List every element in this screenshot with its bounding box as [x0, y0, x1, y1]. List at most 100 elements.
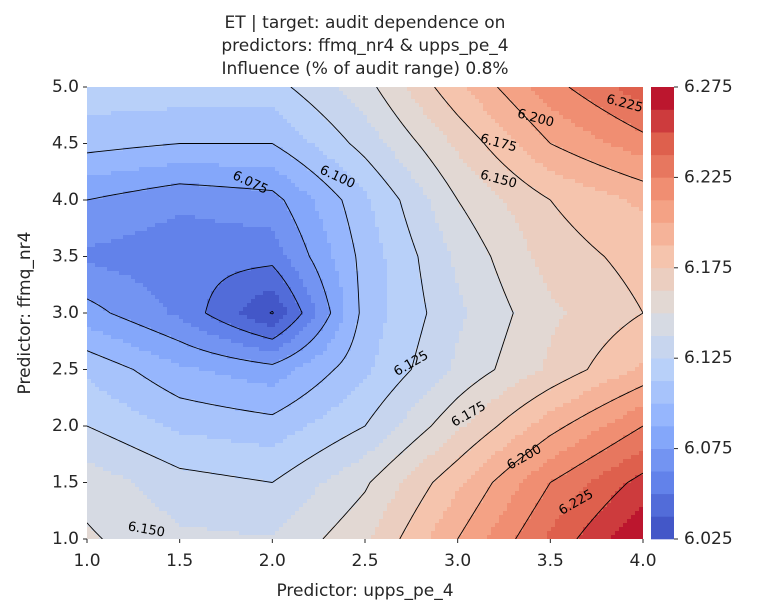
contour-fill-cell — [119, 203, 124, 208]
contour-fill-cell — [535, 227, 540, 232]
contour-fill-cell — [103, 107, 108, 112]
contour-fill-cell — [467, 195, 472, 200]
contour-fill-cell — [159, 135, 164, 140]
contour-fill-cell — [591, 175, 596, 180]
contour-fill-cell — [95, 103, 100, 108]
contour-fill-cell — [303, 135, 308, 140]
contour-fill-cell — [119, 143, 124, 148]
contour-fill-cell — [119, 167, 124, 172]
contour-fill-cell — [199, 151, 204, 156]
contour-fill-cell — [639, 211, 643, 216]
contour-fill-cell — [563, 155, 568, 160]
contour-fill-cell — [283, 127, 288, 132]
contour-fill-cell — [283, 195, 288, 200]
contour-fill-cell — [159, 103, 164, 108]
contour-fill-cell — [267, 155, 272, 160]
contour-fill-cell — [551, 171, 556, 176]
contour-fill-cell — [619, 135, 624, 140]
contour-fill-cell — [587, 211, 592, 216]
contour-fill-cell — [555, 203, 560, 208]
contour-fill-cell — [411, 203, 416, 208]
contour-fill-cell — [143, 199, 148, 204]
contour-fill-cell — [431, 163, 436, 168]
contour-fill-cell — [243, 163, 248, 168]
contour-fill-cell — [411, 91, 416, 96]
contour-fill-cell — [123, 179, 128, 184]
contour-fill-cell — [359, 139, 364, 144]
contour-fill-cell — [463, 191, 468, 196]
contour-fill-cell — [275, 203, 280, 208]
contour-fill-cell — [495, 179, 500, 184]
contour-fill-cell — [587, 135, 592, 140]
contour-fill-cell — [195, 199, 200, 204]
contour-fill-cell — [323, 167, 328, 172]
contour-fill-cell — [607, 143, 612, 148]
contour-fill-cell — [231, 147, 236, 152]
contour-fill-cell — [251, 207, 256, 212]
title-line-1: ET | target: audit dependence on — [225, 13, 506, 33]
contour-fill-cell — [371, 107, 376, 112]
contour-fill-cell — [123, 103, 128, 108]
contour-fill-cell — [199, 95, 204, 100]
contour-fill-cell — [227, 159, 232, 164]
contour-fill-cell — [363, 163, 368, 168]
contour-fill-cell — [187, 215, 192, 220]
contour-fill-cell — [295, 107, 300, 112]
contour-fill-cell — [343, 163, 348, 168]
contour-fill-cell — [547, 107, 552, 112]
contour-fill-cell — [323, 159, 328, 164]
contour-fill-cell — [127, 179, 132, 184]
contour-fill-cell — [391, 111, 396, 116]
contour-fill-cell — [467, 175, 472, 180]
contour-fill-cell — [511, 111, 516, 116]
contour-fill-cell — [391, 155, 396, 160]
contour-fill-cell — [203, 127, 208, 132]
contour-fill-cell — [263, 123, 268, 128]
contour-fill-cell — [135, 215, 140, 220]
contour-fill-cell — [487, 223, 492, 228]
contour-fill-cell — [599, 99, 604, 104]
contour-fill-cell — [523, 147, 528, 152]
contour-fill-cell — [275, 227, 280, 232]
contour-fill-cell — [87, 99, 92, 104]
contour-fill-cell — [523, 123, 528, 128]
contour-fill-cell — [295, 87, 300, 92]
contour-fill-cell — [211, 175, 216, 180]
contour-fill-cell — [307, 95, 312, 100]
contour-fill-cell — [555, 151, 560, 156]
contour-fill-cell — [171, 135, 176, 140]
contour-fill-cell — [547, 195, 552, 200]
contour-fill-cell — [359, 171, 364, 176]
contour-fill-cell — [587, 107, 592, 112]
contour-fill-cell — [571, 195, 576, 200]
contour-fill-cell — [595, 167, 600, 172]
contour-fill-cell — [347, 215, 352, 220]
contour-fill-cell — [495, 91, 500, 96]
contour-fill-cell — [419, 131, 424, 136]
contour-fill-cell — [547, 171, 552, 176]
contour-fill-cell — [295, 99, 300, 104]
contour-fill-cell — [595, 95, 600, 100]
contour-fill-cell — [531, 111, 536, 116]
contour-fill-cell — [363, 187, 368, 192]
contour-fill-cell — [271, 191, 276, 196]
contour-fill-cell — [479, 211, 484, 216]
contour-fill-cell — [615, 191, 620, 196]
contour-fill-cell — [459, 95, 464, 100]
contour-fill-cell — [527, 87, 532, 92]
contour-fill-cell — [127, 99, 132, 104]
contour-fill-cell — [99, 111, 104, 116]
contour-fill-cell — [195, 127, 200, 132]
contour-fill-cell — [327, 215, 332, 220]
contour-fill-cell — [547, 131, 552, 136]
contour-fill-cell — [143, 107, 148, 112]
contour-fill-cell — [263, 115, 268, 120]
contour-fill-cell — [155, 227, 160, 232]
contour-fill-cell — [607, 215, 612, 220]
contour-fill-cell — [435, 127, 440, 132]
contour-fill-cell — [391, 219, 396, 224]
contour-fill-cell — [587, 223, 592, 228]
contour-fill-cell — [239, 123, 244, 128]
contour-fill-cell — [119, 183, 124, 188]
contour-fill-cell — [251, 203, 256, 208]
